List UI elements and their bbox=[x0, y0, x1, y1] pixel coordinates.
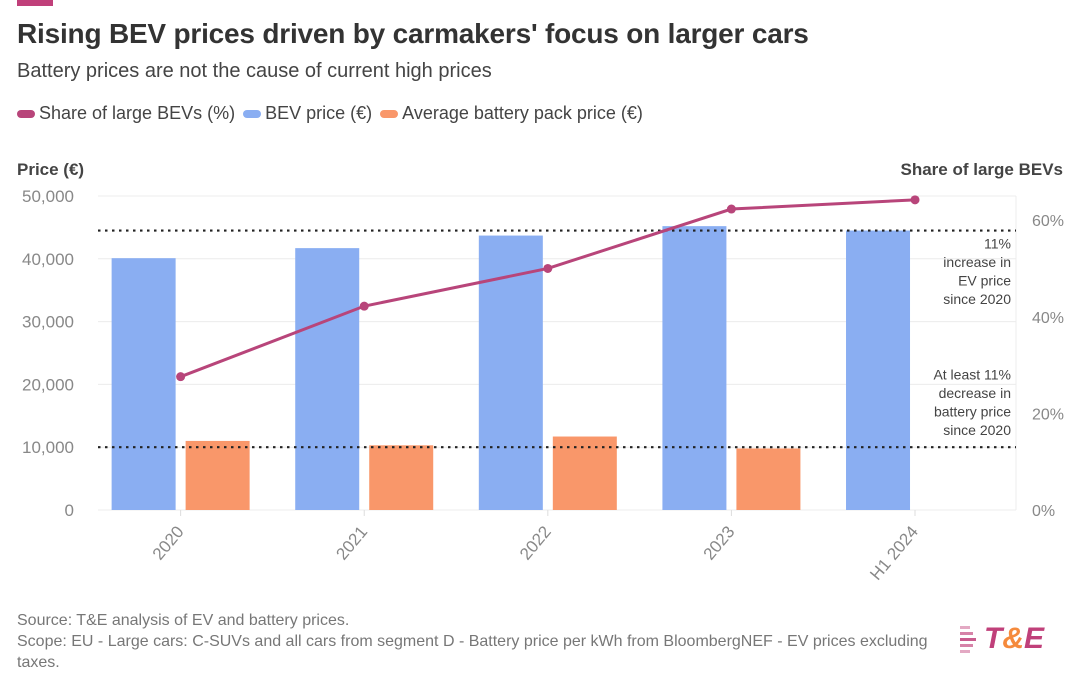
y-tick-label: 40,000 bbox=[22, 250, 74, 269]
y-tick-label: 10,000 bbox=[22, 438, 74, 457]
y-axis-title-right: Share of large BEVs bbox=[900, 160, 1063, 179]
legend-item-bev-price[interactable]: BEV price (€) bbox=[243, 103, 372, 124]
legend-item-share[interactable]: Share of large BEVs (%) bbox=[17, 103, 235, 124]
accent-bar bbox=[17, 0, 53, 6]
share-line bbox=[180, 198, 916, 379]
reference-annotation: increase in bbox=[943, 254, 1011, 270]
reference-annotation: At least 11% bbox=[933, 367, 1011, 383]
bar-battery-price bbox=[369, 445, 434, 510]
bar-bev-price bbox=[295, 248, 360, 510]
y-axis-title-left: Price (€) bbox=[17, 160, 85, 179]
x-tick-label: 2020 bbox=[149, 522, 188, 563]
legend-swatch-bev-price bbox=[243, 109, 262, 118]
logo-text: T&E bbox=[984, 622, 1045, 655]
bar-battery-price bbox=[185, 440, 250, 510]
y-tick-label: 20,000 bbox=[22, 375, 74, 394]
bar-battery-price bbox=[552, 436, 617, 510]
y-tick-label: 30,000 bbox=[22, 313, 74, 332]
y-tick-label: 0 bbox=[65, 501, 74, 520]
bar-bev-price bbox=[662, 226, 727, 511]
x-tick-label: 2022 bbox=[516, 522, 555, 563]
x-tick-label: 2023 bbox=[700, 522, 739, 563]
share-point bbox=[359, 301, 369, 311]
legend: Share of large BEVs (%) BEV price (€) Av… bbox=[17, 103, 651, 124]
chart-title: Rising BEV prices driven by carmakers' f… bbox=[17, 18, 809, 49]
share-point bbox=[176, 372, 186, 382]
legend-label-bev-price: BEV price (€) bbox=[265, 103, 373, 123]
reference-annotation: EV price bbox=[958, 273, 1011, 289]
bar-battery-price bbox=[736, 448, 801, 510]
y2-tick-label: 60% bbox=[1032, 213, 1064, 230]
y2-tick-label: 20% bbox=[1032, 406, 1064, 423]
y-tick-label: 50,000 bbox=[22, 187, 74, 206]
bar-bev-price bbox=[846, 230, 911, 511]
legend-swatch-share bbox=[17, 109, 35, 118]
share-point bbox=[910, 195, 920, 205]
reference-annotation: since 2020 bbox=[943, 422, 1011, 438]
chart-subtitle: Battery prices are not the cause of curr… bbox=[17, 60, 492, 82]
reference-annotation: decrease in bbox=[939, 385, 1011, 401]
x-tick-label: H1 2024 bbox=[866, 522, 922, 583]
reference-annotation: battery price bbox=[934, 404, 1011, 420]
y2-tick-label: 40% bbox=[1032, 310, 1064, 327]
legend-label-share: Share of large BEVs (%) bbox=[39, 103, 236, 123]
logo-lines-icon bbox=[960, 624, 976, 654]
footer: Source: T&E analysis of EV and battery p… bbox=[17, 610, 957, 673]
reference-annotation: since 2020 bbox=[943, 291, 1011, 307]
bar-bev-price bbox=[111, 258, 176, 510]
reference-annotation: 11% bbox=[984, 236, 1011, 252]
te-logo: T&E bbox=[960, 622, 1044, 656]
x-tick-label: 2021 bbox=[332, 522, 371, 563]
scope-note: Scope: EU - Large cars: C-SUVs and all c… bbox=[17, 633, 928, 671]
legend-swatch-battery-price bbox=[380, 109, 399, 118]
legend-item-battery-price[interactable]: Average battery pack price (€) bbox=[380, 103, 643, 124]
share-point bbox=[726, 204, 736, 214]
source-note: Source: T&E analysis of EV and battery p… bbox=[17, 612, 350, 629]
legend-label-battery-price: Average battery pack price (€) bbox=[402, 103, 643, 123]
share-point bbox=[543, 263, 553, 273]
y2-tick-label: 0% bbox=[1032, 503, 1055, 520]
